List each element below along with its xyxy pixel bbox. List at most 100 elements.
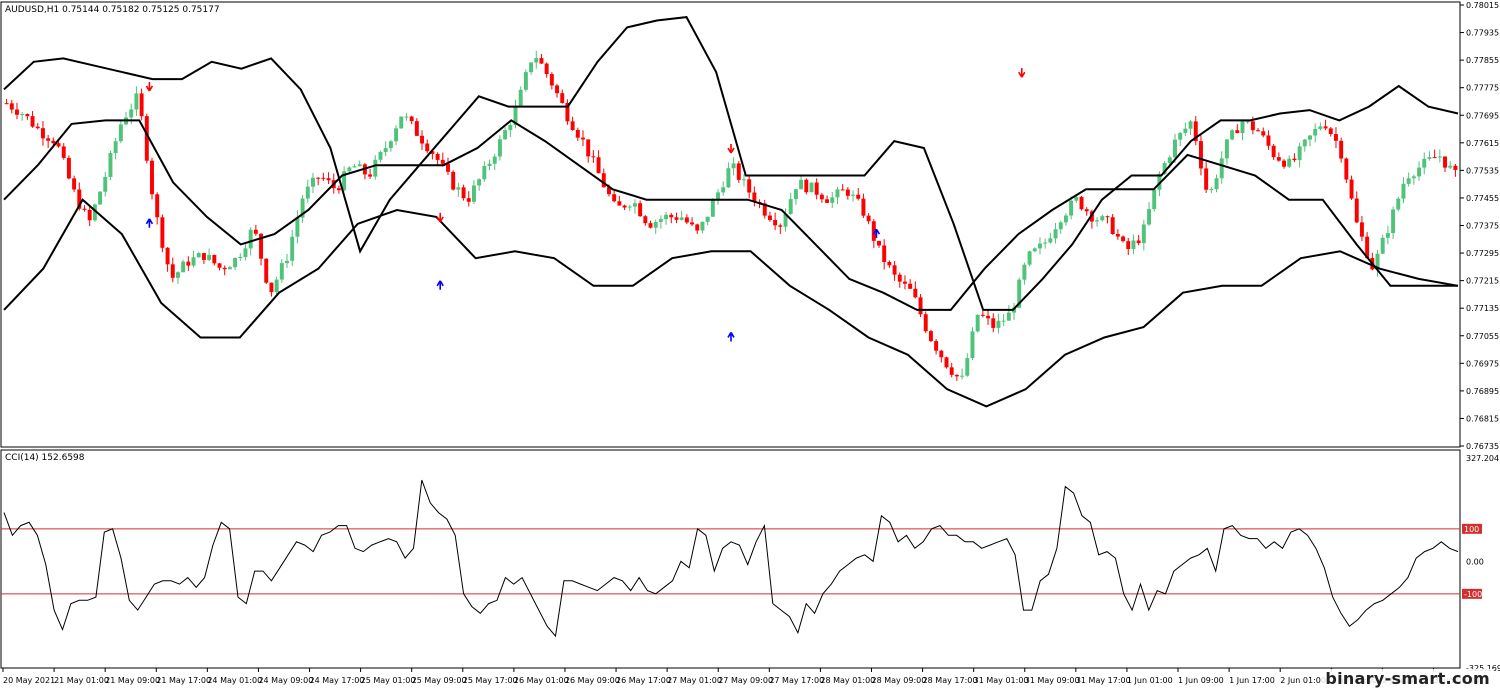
candle-body	[1308, 135, 1312, 140]
candle-body	[300, 198, 305, 218]
candle-body	[274, 279, 279, 293]
candle-body	[591, 156, 596, 158]
candle-body	[1006, 312, 1011, 321]
candle-body	[1167, 157, 1172, 164]
candle-body	[253, 229, 258, 234]
candle-body	[1084, 209, 1089, 212]
candle-body	[414, 121, 419, 136]
candle-body	[1152, 189, 1157, 210]
candle-body	[684, 217, 689, 223]
candle-body	[1245, 121, 1250, 123]
candle-body	[15, 109, 19, 115]
y-tick-label: 0.77855	[1466, 56, 1499, 65]
cci-tick-label: 100	[1464, 525, 1479, 534]
candle-body	[918, 297, 923, 315]
candle-body	[1250, 121, 1255, 131]
candle-body	[877, 240, 881, 246]
candle-body	[970, 331, 975, 359]
candle-body	[825, 199, 830, 203]
candle-body	[1333, 134, 1338, 141]
candle-body	[513, 106, 518, 125]
cci-tick-label: 0.00	[1466, 557, 1484, 566]
candle-body	[975, 314, 980, 332]
y-tick-label: 0.77775	[1466, 84, 1499, 93]
cci-tick-label: 327.204	[1466, 454, 1499, 463]
candle-body	[1214, 178, 1219, 190]
candle-body	[944, 357, 949, 368]
candle-body	[767, 215, 772, 220]
y-tick-label: 0.76735	[1466, 442, 1499, 451]
candle-body	[466, 198, 471, 202]
candle-body	[311, 177, 315, 187]
candle-body	[1271, 145, 1276, 158]
candle-body	[1178, 132, 1183, 140]
candle-body	[144, 116, 149, 161]
candle-body	[1365, 236, 1370, 259]
candle-body	[1209, 189, 1214, 191]
signal-up-arrow	[727, 332, 735, 342]
candle-body	[565, 102, 570, 122]
x-tick-label: 25 May 09:00	[412, 676, 467, 685]
candle-body	[840, 189, 845, 191]
candle-body	[544, 63, 549, 75]
candle-body	[181, 261, 186, 273]
candle-body	[1266, 135, 1271, 146]
candle-body	[409, 116, 414, 122]
candle-body	[61, 146, 66, 158]
candle-body	[233, 257, 238, 268]
candle-body	[674, 217, 679, 220]
candle-body	[347, 167, 352, 172]
candle-body	[799, 179, 804, 190]
candle-body	[773, 219, 778, 226]
candle-body	[357, 164, 362, 167]
candle-body	[56, 143, 61, 147]
candle-body	[1349, 179, 1354, 199]
candle-body	[196, 253, 201, 258]
signal-down-arrow	[145, 81, 154, 92]
candle-body	[1422, 158, 1427, 168]
candle-body	[606, 187, 611, 195]
candle-body	[420, 135, 424, 144]
candle-body	[108, 153, 113, 177]
candle-body	[632, 203, 637, 207]
signal-up-arrow	[436, 280, 444, 290]
candle-body	[326, 178, 331, 181]
candle-body	[35, 126, 40, 129]
y-tick-label: 0.77215	[1466, 277, 1499, 286]
candle-body	[404, 116, 409, 118]
candle-body	[788, 199, 793, 215]
candle-body	[861, 198, 866, 216]
candle-body	[471, 185, 476, 202]
candle-body	[1183, 128, 1188, 133]
candle-body	[9, 103, 14, 110]
candle-body	[165, 247, 170, 265]
x-tick-label: 24 May 17:00	[310, 676, 365, 685]
candle-body	[986, 315, 991, 319]
candle-body	[752, 192, 757, 202]
candle-body	[492, 156, 497, 164]
x-tick-label: 24 May 01:00	[207, 676, 262, 685]
candle-body	[954, 374, 959, 377]
candle-body	[113, 141, 118, 154]
candle-body	[1121, 236, 1126, 242]
candle-body	[295, 217, 300, 237]
x-tick-label: 28 May 09:00	[871, 676, 926, 685]
x-tick-label: 1 Jun 01:00	[1127, 676, 1173, 685]
candle-body	[1038, 243, 1042, 249]
candle-body	[342, 171, 347, 191]
y-tick-label: 0.77615	[1466, 139, 1499, 148]
candle-body	[212, 254, 217, 264]
candle-body	[934, 341, 939, 351]
x-tick-label: 27 May 17:00	[769, 676, 824, 685]
candle-body	[191, 257, 196, 266]
candle-body	[446, 163, 450, 172]
candle-body	[695, 224, 700, 231]
candle-body	[1328, 128, 1333, 135]
signal-up-arrow	[145, 218, 154, 228]
candle-body	[804, 179, 809, 193]
candle-body	[103, 176, 108, 192]
price-plot	[3, 16, 1459, 408]
candle-body	[352, 166, 357, 168]
candle-body	[1401, 183, 1406, 199]
